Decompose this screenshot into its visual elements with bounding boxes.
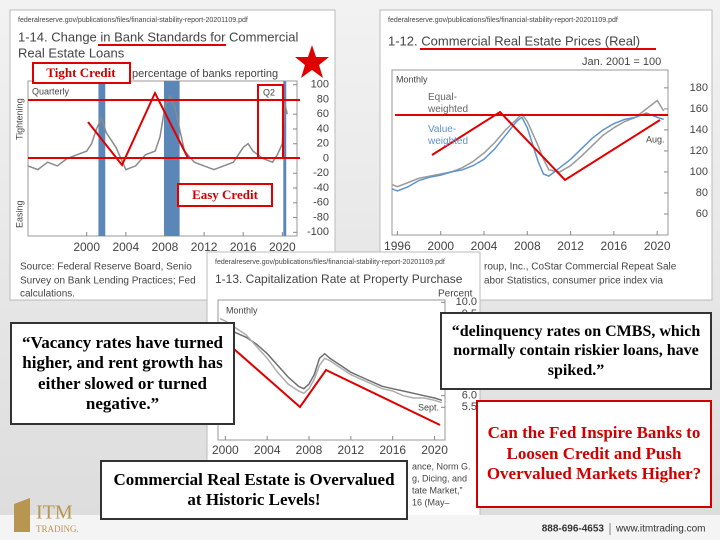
series-line — [391, 112, 664, 192]
y-tick-label: 140 — [690, 124, 708, 136]
headline-box: Commercial Real Estate is Overvalued at … — [100, 460, 408, 520]
y-tick-label: 80 — [317, 93, 329, 105]
x-tick-label: 1996 — [384, 239, 411, 253]
x-tick-label: 2012 — [191, 240, 218, 254]
y-tick-label: -40 — [313, 182, 329, 194]
annotation-arrow — [431, 110, 661, 182]
logo-sub: TRADING. — [36, 524, 79, 534]
y-tick-label: 120 — [690, 145, 708, 157]
quote-vacancy: “Vacancy rates have turned higher, and r… — [10, 322, 235, 425]
y-tick-label: -60 — [313, 197, 329, 209]
x-tick-label: 2020 — [269, 240, 296, 254]
frequency-label: Monthly — [226, 305, 258, 315]
source-url: federalreserve.gov/publications/files/fi… — [18, 17, 248, 24]
chart-title: Real Estate Loans — [18, 45, 125, 60]
y-tick-label: 0 — [323, 152, 329, 164]
source-text: abor Statistics, consumer price index vi… — [484, 276, 663, 287]
y-tick-label: 40 — [317, 123, 329, 135]
x-tick-label: 2004 — [254, 443, 281, 457]
y-tick-label: 6.0 — [462, 390, 477, 402]
y-tick-label: -20 — [313, 167, 329, 179]
y-tick-label: 100 — [690, 166, 708, 178]
legend-entry: Value-weighted — [428, 124, 469, 147]
chart-title: 1-13. Capitalization Rate at Property Pu… — [215, 272, 463, 286]
period-label: Aug. — [646, 134, 665, 144]
series-line — [219, 318, 443, 404]
x-tick-label: 2008 — [152, 240, 179, 254]
x-tick-label: 2008 — [296, 443, 323, 457]
y-tick-label: 80 — [696, 187, 708, 199]
x-tick-label: 2016 — [379, 443, 406, 457]
footer-website: www.itmtrading.com — [615, 524, 705, 535]
question-box: Can the Fed Inspire Banks to Loosen Cred… — [476, 400, 712, 508]
label-box — [177, 183, 273, 207]
frequency-label: Monthly — [396, 74, 428, 84]
subtitle: Percent — [438, 289, 473, 300]
y-tick-label: 160 — [690, 103, 708, 115]
y-tick-label: 60 — [696, 208, 708, 220]
plot: 180 160 140 120 100 80 60 1996 2000 2004 2008 2012 2… — [384, 82, 708, 253]
annotation-arrow — [217, 334, 441, 426]
annotation-box — [257, 84, 284, 159]
source-text: Source: Federal Reserve Board, Senio — [20, 262, 192, 273]
y-tick-label: 180 — [690, 82, 708, 94]
plot-frame — [391, 69, 669, 236]
series-line — [27, 93, 288, 171]
source-url: federalreserve.gov/publications/files/fi… — [388, 17, 618, 24]
footer-phone: 888-696-4653 — [542, 524, 605, 535]
y-tick-label: 5.5 — [462, 401, 477, 413]
source-text: 16 (May– — [412, 497, 450, 507]
x-tick-label: 2020 — [421, 443, 448, 457]
y-tick-label: -100 — [307, 226, 329, 238]
x-tick-label: 2004 — [471, 239, 498, 253]
y-tick-label: -80 — [313, 211, 329, 223]
period-label: Q2 — [263, 87, 275, 97]
star — [295, 45, 329, 78]
tight-credit-label: Tight Credit — [46, 65, 116, 80]
y-tick-label: 60 — [317, 108, 329, 120]
chart-title: 1-14. Change in Bank Standards for Comme… — [18, 29, 298, 44]
label-box — [32, 62, 131, 84]
x-tick-label: 2016 — [230, 240, 257, 254]
direction-label: Tightening — [14, 98, 24, 140]
x-tick-label: 2012 — [557, 239, 584, 253]
legend-entry: Equal-weighted — [428, 92, 469, 115]
x-tick-label: 2000 — [73, 240, 100, 254]
series-line — [219, 325, 443, 402]
annotations — [28, 44, 668, 207]
x-tick-label: 2020 — [644, 239, 671, 253]
x-tick-label: 2008 — [514, 239, 541, 253]
source-text: calculations. — [20, 289, 75, 300]
logo-main: ITM — [36, 502, 73, 524]
chart-bank-standards: federalreserve.gov/publications/files/fi… — [9, 9, 336, 301]
x-tick-label: 2012 — [338, 443, 365, 457]
x-tick-label: 2000 — [427, 239, 454, 253]
source-text: Survey on Bank Lending Practices; Fed — [20, 276, 196, 287]
quote-delinquency: “delinquency rates on CMBS, which normal… — [440, 312, 712, 390]
series-line — [391, 99, 665, 188]
period-label: Sept. — [418, 402, 439, 412]
x-tick-label: 2000 — [212, 443, 239, 457]
source-text: roup, Inc., CoStar Commercial Repeat Sal… — [484, 262, 677, 273]
source-text: g, Dicing, and — [412, 473, 467, 483]
easy-credit-label: Easy Credit — [192, 187, 259, 202]
source-text: ance, Norm G. — [412, 461, 471, 471]
y-tick-label: 100 — [311, 79, 329, 91]
direction-label: Easing — [14, 200, 24, 228]
x-tick-label: 2004 — [112, 240, 139, 254]
annotation-arrow — [87, 90, 189, 167]
x-tick-label: 2016 — [601, 239, 628, 253]
frequency-label: Quarterly — [32, 86, 70, 96]
y-tick-label: 10.0 — [456, 296, 477, 308]
source-url: federalreserve.gov/publications/files/fi… — [215, 259, 445, 266]
subtitle: Jan. 2001 = 100 — [582, 56, 661, 68]
y-tick-label: 20 — [317, 138, 329, 150]
chart-title: 1-12. Commercial Real Estate Prices (Rea… — [388, 33, 640, 48]
subtitle: percentage of banks reporting — [132, 68, 278, 80]
logo-emblem — [14, 498, 30, 532]
source-text: tate Market,” — [412, 485, 463, 495]
